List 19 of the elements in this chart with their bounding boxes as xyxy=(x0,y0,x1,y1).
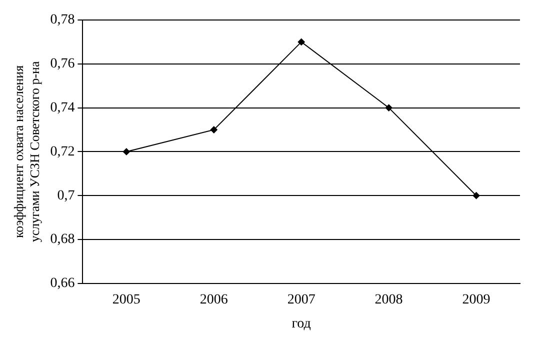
y-tick-label: 0,78 xyxy=(50,12,75,28)
point xyxy=(210,126,218,134)
x-tick-label: 2008 xyxy=(374,292,403,308)
y-tick-label: 0,7 xyxy=(57,188,75,204)
point xyxy=(472,192,480,200)
x-tick-label: 2005 xyxy=(112,292,140,308)
x-axis-title: год xyxy=(292,316,311,332)
y-tick-label: 0,76 xyxy=(50,56,75,72)
y-tick-label: 0,74 xyxy=(50,100,75,116)
y-tick-label: 0,72 xyxy=(50,144,75,160)
y-axis-title: коэффициент охвата населения услугами УСЗН Советского р-на xyxy=(11,61,42,242)
point xyxy=(122,148,130,156)
point xyxy=(298,38,305,46)
x-tick-label: 2006 xyxy=(200,292,228,308)
point xyxy=(385,104,392,112)
x-tick-label: 2007 xyxy=(287,292,316,308)
y-tick-label: 0,66 xyxy=(50,276,75,292)
x-tick-label: 2009 xyxy=(462,292,490,308)
y-tick-label: 0,68 xyxy=(50,232,75,248)
